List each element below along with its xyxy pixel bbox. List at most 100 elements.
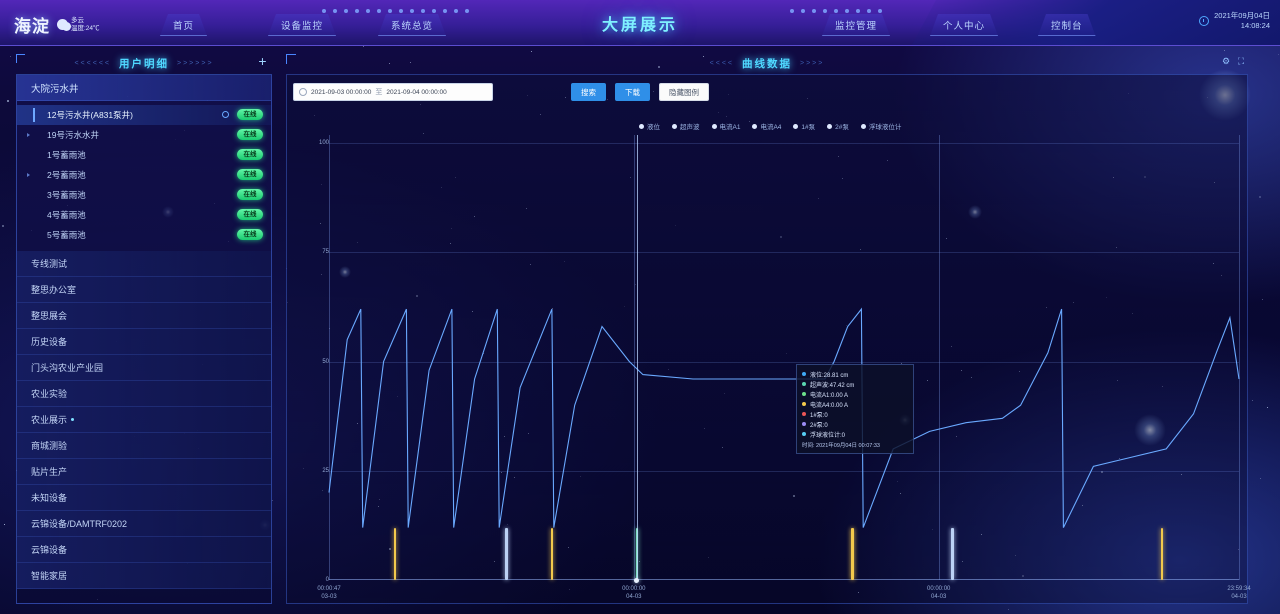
panel-header: <<<< 曲线数据 >>>> ⚙ ⛶ (286, 52, 1248, 74)
caret-right-icon[interactable] (27, 133, 30, 137)
tooltip-row: 超声波:47.42 cm (802, 379, 908, 389)
tab-cap-decoration (1036, 8, 1098, 16)
sidebar-menu-item[interactable]: 未知设备 (17, 485, 271, 511)
sidebar-menu: 专线测试 整思办公室 整思展会 历史设备 门头沟农业产业园 农业实验农业展示商城测验 贴片生… (17, 251, 271, 589)
tree-item[interactable]: 5号蓄雨池 在线 (17, 225, 271, 245)
legend-item[interactable]: 液位 (639, 121, 660, 131)
tree-item-label: 2号蓄雨池 (47, 170, 86, 180)
tree-item-label: 19号污水水井 (47, 130, 99, 140)
nav-tab-label: 个人中心 (943, 20, 986, 32)
sidebar-menu-item[interactable]: 历史设备 (17, 329, 271, 355)
sidebar-menu-item[interactable]: 农业展示 (17, 407, 271, 433)
chart-plot-area[interactable]: 100 75 50 25 0 00:00:47 03-03 00:00:00 04-03 00:… (287, 135, 1251, 605)
tree-item[interactable]: 1号蓄雨池 在线 (17, 145, 271, 165)
tree-item[interactable]: 2号蓄雨池 在线 (17, 165, 271, 185)
tooltip-series-dot-icon (802, 412, 806, 416)
clock-widget: 2021年09月04日 14:08:24 (1199, 11, 1270, 31)
panel-deco-left: <<<< (709, 59, 734, 67)
x-tick-time: 00:00:00 (622, 586, 646, 592)
date-range-input[interactable]: 2021-09-03 00:00:00 至 2021-09-04 00:00:0… (293, 83, 493, 101)
tree-item-label: 12号污水井(A831泵井) (47, 110, 133, 120)
tree-item[interactable]: 4号蓄雨池 在线 (17, 205, 271, 225)
sidebar-menu-item-label: 未知设备 (31, 493, 68, 503)
chart-series-layer (328, 307, 1240, 528)
panel-actions: ⚙ ⛶ (1221, 56, 1246, 66)
nav-tab-2[interactable]: 设备监控 (268, 14, 336, 36)
chart-cursor-marker (634, 577, 640, 583)
legend-item[interactable]: 1#泵 (793, 121, 815, 131)
event-spike (393, 528, 397, 580)
tree-group-header[interactable]: 大院污水井 (17, 75, 271, 101)
download-button[interactable]: 下载 (615, 83, 650, 101)
tree-item[interactable]: 12号污水井(A831泵井) 在线 (17, 105, 271, 125)
sidebar-menu-item[interactable]: 云锦设备 (17, 537, 271, 563)
status-ring-icon (222, 111, 229, 118)
expand-icon[interactable]: ⛶ (1237, 56, 1245, 66)
nav-tab-label: 系统总览 (391, 20, 434, 32)
tree-item[interactable]: 3号蓄雨池 在线 (17, 185, 271, 205)
x-axis-tick-label: 00:00:00 04-03 (622, 585, 645, 601)
legend-item[interactable]: 电流A4 (752, 121, 781, 131)
nav-tab-3[interactable]: 系统总览 (378, 14, 446, 36)
x-tick-date: 04-03 (626, 594, 642, 600)
panel-deco-right: >>>> (800, 59, 825, 67)
legend-marker-icon (711, 123, 717, 129)
sidebar-menu-item[interactable]: 农业实验 (17, 381, 271, 407)
corner-bracket-icon (286, 54, 296, 64)
sidebar-menu-item-label: 农业展示 (31, 415, 68, 425)
legend-item[interactable]: 电流A1 (711, 121, 740, 131)
nav-tab-6[interactable]: 控制台 (1038, 14, 1096, 36)
sidebar-deco-right: >>>>>> (177, 59, 214, 67)
hide-legend-button[interactable]: 隐藏图例 (659, 83, 709, 101)
status-badge: 在线 (237, 129, 263, 140)
sidebar-menu-item-label: 云锦设备/DAMTRF0202 (31, 519, 128, 529)
status-badge: 在线 (237, 189, 263, 200)
nav-tab-label: 设备监控 (281, 20, 324, 32)
y-axis-tick-label: 100 (318, 140, 329, 146)
sidebar-menu-item[interactable]: 贴片生产 (17, 459, 271, 485)
status-badge: 在线 (237, 209, 263, 220)
tooltip-row-label: 1#泵:0 (810, 412, 828, 419)
tooltip-row: 1#泵:0 (802, 409, 908, 419)
sidebar-menu-item[interactable]: 门头沟农业产业园 (17, 355, 271, 381)
caret-right-icon[interactable] (27, 173, 30, 177)
panel-title: 曲线数据 (742, 57, 792, 70)
x-axis-tick-label: 23:59:34 04-03 (1227, 585, 1250, 601)
corner-bracket-icon (16, 54, 25, 63)
sidebar-menu-item[interactable]: 整思展会 (17, 303, 271, 329)
sidebar-menu-item[interactable]: 整思办公室 (17, 277, 271, 303)
tooltip-row-label: 液位:28.81 cm (810, 372, 849, 379)
sidebar-menu-item[interactable]: 云锦设备/DAMTRF0202 (17, 511, 271, 537)
event-spike (951, 528, 954, 580)
date-start-value: 2021-09-03 00:00:00 (311, 88, 372, 96)
nav-tab-5[interactable]: 个人中心 (930, 14, 998, 36)
tree-item[interactable]: 19号污水水井 在线 (17, 125, 271, 145)
tooltip-row-label: 电流A1:0.00 A (810, 392, 849, 399)
date-separator: 至 (375, 89, 383, 96)
legend-label: 超声波 (680, 124, 700, 131)
sidebar-menu-item[interactable]: 智能家居 (17, 563, 271, 589)
legend-item[interactable]: 浮球液位计 (860, 121, 901, 131)
tab-cap-decoration (933, 8, 995, 16)
legend-item[interactable]: 2#泵 (827, 121, 849, 131)
settings-icon[interactable]: ⚙ (1221, 56, 1231, 66)
sidebar-menu-item-label: 智能家居 (31, 571, 68, 581)
grid-line-vertical (938, 135, 940, 580)
tooltip-series-dot-icon (802, 422, 806, 426)
x-axis-tick-label: 00:00:47 03-03 (317, 585, 340, 601)
grid-line (329, 252, 1239, 254)
nav-tab-4[interactable]: 监控管理 (822, 14, 890, 36)
search-button[interactable]: 搜索 (571, 83, 606, 101)
event-spike (505, 528, 508, 580)
x-axis-tick-label: 00:00:00 04-03 (927, 585, 950, 601)
legend-marker-icon (827, 123, 833, 129)
app-header: 海淀 多云 温度:24℃ 首页 设备监控 系统总览 监控管理 个人中心 控制台 大屏展示 … (0, 0, 1280, 46)
legend-item[interactable]: 超声波 (672, 121, 700, 131)
nav-tab-1[interactable]: 首页 (160, 14, 207, 36)
tab-cap-decoration (153, 8, 215, 16)
add-icon[interactable]: + (258, 53, 267, 69)
sidebar-menu-item[interactable]: 专线测试 (17, 251, 271, 277)
legend-label: 2#泵 (835, 124, 849, 131)
sidebar-menu-item[interactable]: 商城测验 (17, 433, 271, 459)
tooltip-series-dot-icon (802, 402, 806, 406)
